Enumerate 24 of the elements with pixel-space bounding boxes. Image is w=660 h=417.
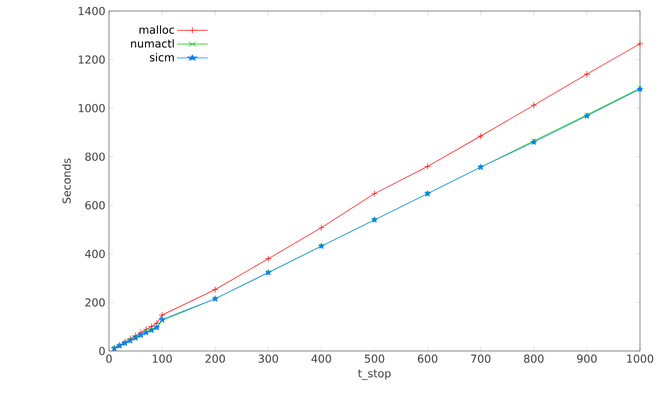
x-tick-label: 100: [152, 354, 172, 363]
x-tick-label: 200: [206, 354, 225, 363]
x-tick-label: 900: [577, 354, 597, 363]
y-tick-label: 400: [85, 250, 105, 258]
y-tick-label: 1200: [78, 55, 105, 64]
x-tick-label: 600: [418, 354, 438, 363]
x-tick-label: 1000: [627, 354, 654, 363]
x-tick-label: 0: [106, 354, 112, 363]
y-tick-label: 0: [99, 346, 105, 356]
x-tick-label: 300: [258, 354, 278, 363]
y-tick-label: 1400: [78, 6, 105, 16]
y-tick-label: 200: [85, 298, 105, 307]
legend-label: malloc: [140, 25, 174, 34]
x-axis-title: t_stop: [358, 370, 391, 380]
y-tick-label: 1000: [78, 104, 105, 112]
y-tick-label: 600: [85, 201, 105, 210]
legend-label: sicm: [150, 52, 174, 62]
y-tick-label: 800: [85, 152, 105, 161]
legend-label: numactl: [131, 39, 174, 48]
x-tick-label: 500: [364, 354, 384, 363]
x-tick-label: 400: [311, 354, 332, 363]
x-tick-label: 700: [471, 354, 490, 363]
y-axis-title: Seconds: [62, 158, 71, 204]
x-tick-label: 800: [524, 354, 544, 363]
